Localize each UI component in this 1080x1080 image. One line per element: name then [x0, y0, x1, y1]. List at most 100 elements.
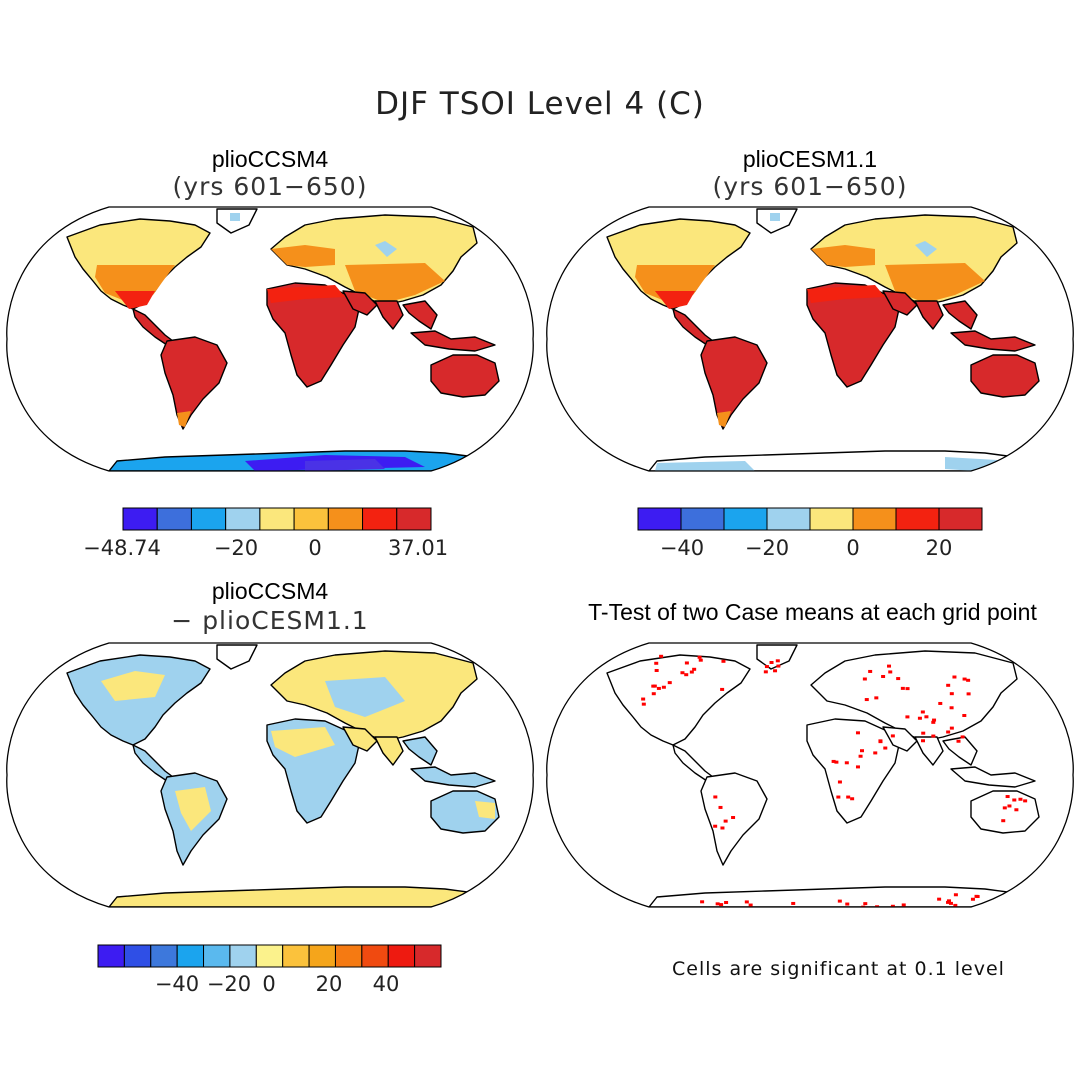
significant-cell — [721, 659, 726, 663]
colorbar-swatch — [156, 507, 192, 531]
significant-cell — [659, 654, 664, 658]
colorbar-swatch — [308, 944, 336, 968]
significant-cell — [881, 675, 886, 679]
map-content — [66, 208, 500, 471]
significant-cell — [953, 893, 958, 897]
map-frame — [6, 642, 534, 908]
significant-cell — [975, 895, 980, 899]
significant-cell — [966, 692, 971, 696]
significant-cell — [791, 901, 796, 905]
panel-subtitle-difference: − plioCESM1.1 — [171, 606, 369, 635]
significant-cell — [962, 677, 967, 681]
colorbar-swatch — [334, 944, 363, 968]
significant-cell — [718, 805, 723, 809]
colorbar-swatch — [362, 507, 398, 531]
panel-subtitle-years: (yrs 601−650) — [172, 172, 368, 201]
significant-cell — [713, 824, 718, 828]
significant-cell — [862, 677, 867, 681]
significant-cell — [888, 670, 893, 674]
colorbar-swatch — [123, 944, 152, 968]
map-content — [66, 644, 500, 907]
significant-cell — [776, 664, 781, 668]
colorbar-swatch — [809, 507, 854, 531]
significant-cell — [775, 659, 780, 663]
land-central-america — [672, 308, 714, 346]
colorbar-swatch — [255, 944, 284, 968]
land-india — [914, 736, 944, 766]
colorbar-tick: −20 — [744, 536, 790, 560]
warm-band-asia — [885, 263, 985, 303]
land-india — [374, 300, 404, 330]
significant-cell — [901, 903, 906, 907]
colorbar-swatch — [387, 944, 416, 968]
warm-band-north-america — [635, 265, 715, 301]
significant-cell — [863, 902, 868, 906]
land-africa — [806, 718, 900, 824]
significant-cell — [654, 661, 659, 665]
land-indonesia — [410, 766, 496, 788]
significant-cell — [868, 669, 873, 673]
map-content — [606, 644, 1040, 907]
significant-cell — [652, 684, 657, 688]
significant-cell — [949, 692, 954, 696]
significant-cell — [1023, 799, 1028, 803]
land-south-america — [700, 336, 768, 430]
significant-cell — [692, 667, 697, 671]
significant-cell — [831, 759, 836, 763]
warm-band-asia — [345, 263, 445, 303]
significant-cell — [937, 897, 942, 901]
significant-cell — [844, 761, 849, 765]
colorbar-tick: −20 — [206, 972, 252, 996]
significant-cell — [860, 749, 865, 753]
colorbar-swatch — [225, 507, 261, 531]
positive-band-south-america — [175, 787, 211, 831]
significant-cell — [850, 797, 855, 801]
significant-cell — [723, 819, 728, 823]
colorbar-swatch — [282, 944, 310, 968]
significant-cell — [667, 681, 672, 685]
colorbar-swatch — [396, 507, 432, 531]
significant-cell — [924, 715, 929, 719]
significant-cell — [1018, 797, 1023, 801]
map-content — [606, 208, 1040, 471]
colorbar-swatch — [361, 944, 389, 968]
significant-cell — [656, 686, 661, 690]
significant-cell — [1002, 806, 1007, 810]
significant-cell — [744, 900, 749, 904]
colorbar-pliocc-sm4 — [122, 507, 432, 531]
land-australia — [970, 354, 1040, 398]
land-northAmerica — [606, 654, 751, 746]
map-frame — [546, 206, 1074, 472]
significant-cell — [949, 726, 954, 730]
significant-cell — [946, 900, 951, 904]
significant-cell — [773, 669, 778, 673]
significant-cell — [875, 905, 880, 907]
significant-cell — [917, 716, 922, 720]
significant-cell — [764, 665, 769, 669]
colorbar-tick: 20 — [315, 972, 343, 996]
significant-cell — [921, 731, 926, 735]
land-arabia — [882, 290, 918, 316]
cool-spot-asia — [915, 241, 937, 257]
colorbar-swatch — [293, 507, 329, 531]
land-australia — [970, 790, 1040, 834]
colorbar-tick: −20 — [213, 536, 259, 560]
panel-title-ttest: T-Test of two Case means at each grid po… — [588, 599, 1037, 625]
colorbar-swatch — [327, 507, 364, 531]
land-greenland — [216, 644, 258, 670]
significant-cell — [837, 780, 842, 784]
significant-cell — [878, 740, 883, 744]
significant-cell — [931, 720, 936, 724]
significant-cell — [905, 687, 910, 691]
colorbar-swatch — [203, 944, 231, 968]
significant-cell — [1014, 808, 1019, 812]
positive-band-canada — [101, 671, 165, 701]
significant-cell — [947, 899, 952, 903]
significant-cell — [970, 897, 975, 901]
positive-band-sahara — [271, 727, 335, 757]
colorbar-tick: −48.74 — [83, 536, 161, 560]
significant-cell — [946, 730, 951, 734]
significant-cell — [861, 905, 866, 907]
colorbar-tick: −40 — [659, 536, 705, 560]
land-se-asia — [402, 300, 438, 330]
